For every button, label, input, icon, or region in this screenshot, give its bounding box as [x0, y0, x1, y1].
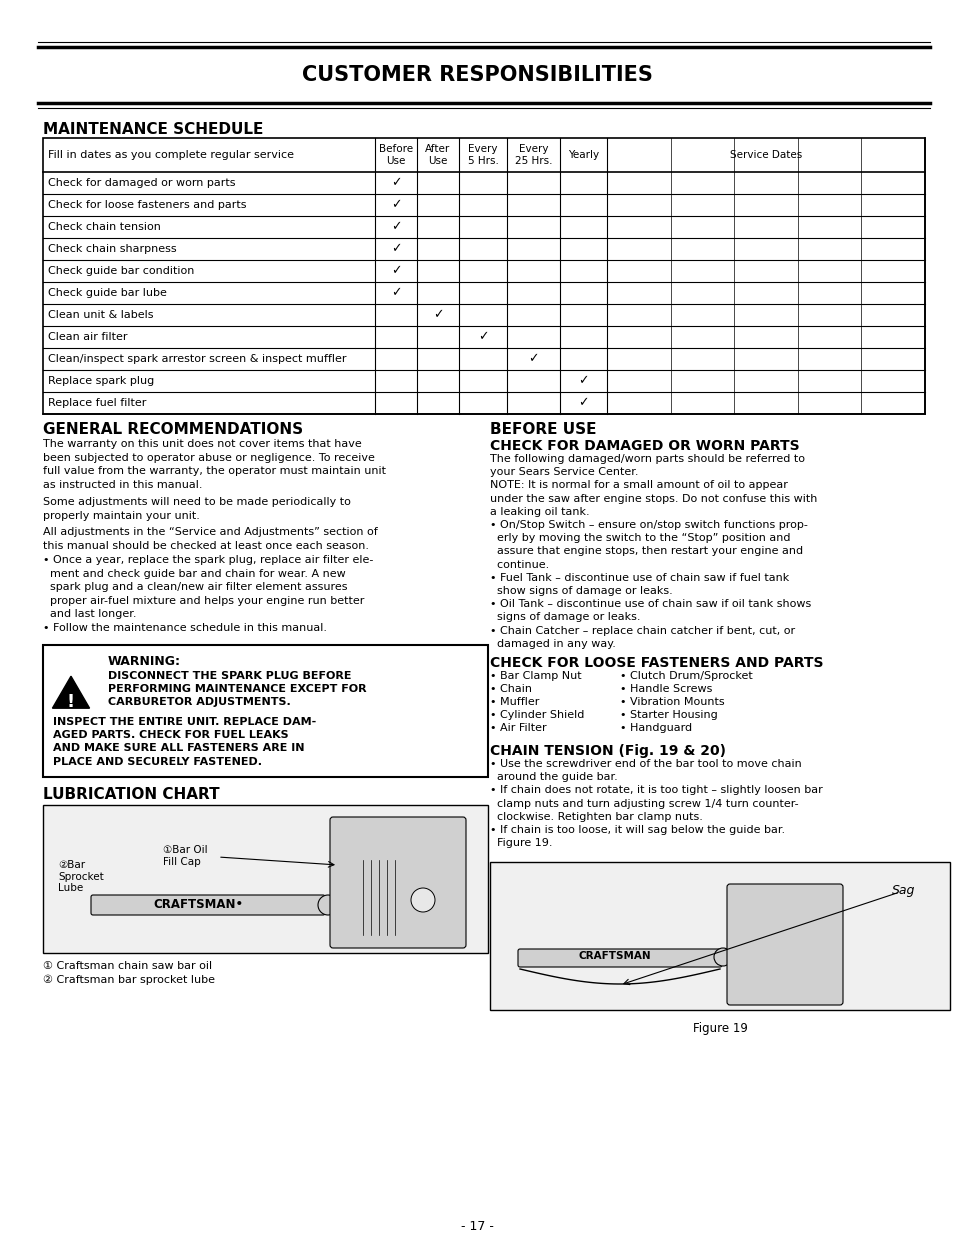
- Text: CRAFTSMAN: CRAFTSMAN: [578, 951, 651, 961]
- Text: LUBRICATION CHART: LUBRICATION CHART: [43, 787, 219, 802]
- Text: • Muffler: • Muffler: [490, 697, 538, 707]
- Text: ✓: ✓: [391, 264, 401, 278]
- Text: Sag: Sag: [891, 884, 914, 897]
- Text: • Chain: • Chain: [490, 684, 532, 694]
- Text: ✓: ✓: [578, 374, 588, 387]
- Text: Check guide bar condition: Check guide bar condition: [48, 267, 194, 276]
- FancyBboxPatch shape: [330, 817, 465, 948]
- Text: • Handle Screws: • Handle Screws: [619, 684, 712, 694]
- Text: BEFORE USE: BEFORE USE: [490, 422, 596, 437]
- Bar: [43, 805, 488, 953]
- FancyBboxPatch shape: [517, 949, 721, 967]
- Text: Check guide bar lube: Check guide bar lube: [48, 288, 167, 297]
- Bar: [43, 138, 924, 413]
- Text: • Vibration Mounts: • Vibration Mounts: [619, 697, 724, 707]
- FancyBboxPatch shape: [91, 895, 325, 914]
- Text: Figure 19: Figure 19: [692, 1022, 746, 1035]
- Ellipse shape: [713, 948, 731, 966]
- Text: All adjustments in the “Service and Adjustments” section of
this manual should b: All adjustments in the “Service and Adju…: [43, 527, 377, 550]
- Text: ② Craftsman bar sprocket lube: ② Craftsman bar sprocket lube: [43, 975, 214, 986]
- FancyBboxPatch shape: [726, 884, 842, 1004]
- Text: Fill in dates as you complete regular service: Fill in dates as you complete regular se…: [48, 151, 294, 160]
- Text: • Bar Clamp Nut: • Bar Clamp Nut: [490, 671, 581, 681]
- Text: ✓: ✓: [477, 331, 488, 343]
- Text: Clean air filter: Clean air filter: [48, 332, 128, 342]
- Text: Some adjustments will need to be made periodically to
properly maintain your uni: Some adjustments will need to be made pe…: [43, 497, 351, 521]
- Circle shape: [411, 888, 435, 912]
- Text: • Follow the maintenance schedule in this manual.: • Follow the maintenance schedule in thi…: [43, 623, 327, 633]
- Text: ✓: ✓: [578, 396, 588, 410]
- Ellipse shape: [317, 895, 337, 914]
- Text: • Handguard: • Handguard: [619, 723, 691, 733]
- Text: Clean unit & labels: Clean unit & labels: [48, 310, 153, 320]
- Text: !: !: [67, 694, 75, 711]
- Text: CHECK FOR DAMAGED OR WORN PARTS: CHECK FOR DAMAGED OR WORN PARTS: [490, 439, 799, 453]
- Text: DISCONNECT THE SPARK PLUG BEFORE
PERFORMING MAINTENANCE EXCEPT FOR
CARBURETOR AD: DISCONNECT THE SPARK PLUG BEFORE PERFORM…: [108, 671, 366, 707]
- Text: Every
25 Hrs.: Every 25 Hrs.: [515, 144, 552, 165]
- Text: Service Dates: Service Dates: [729, 151, 801, 160]
- Text: CHECK FOR LOOSE FASTENERS AND PARTS: CHECK FOR LOOSE FASTENERS AND PARTS: [490, 656, 822, 670]
- Text: Check for loose fasteners and parts: Check for loose fasteners and parts: [48, 200, 246, 210]
- Bar: [43, 645, 488, 777]
- Text: MAINTENANCE SCHEDULE: MAINTENANCE SCHEDULE: [43, 122, 263, 137]
- Text: • Use the screwdriver end of the bar tool to move chain
  around the guide bar.
: • Use the screwdriver end of the bar too…: [490, 759, 821, 848]
- Text: GENERAL RECOMMENDATIONS: GENERAL RECOMMENDATIONS: [43, 422, 303, 437]
- Text: Every
5 Hrs.: Every 5 Hrs.: [467, 144, 497, 165]
- Text: ✓: ✓: [433, 308, 443, 322]
- Text: Replace fuel filter: Replace fuel filter: [48, 399, 146, 408]
- Text: ①Bar Oil
Fill Cap: ①Bar Oil Fill Cap: [163, 845, 208, 866]
- Text: CRAFTSMAN•: CRAFTSMAN•: [152, 897, 243, 911]
- Text: • Air Filter: • Air Filter: [490, 723, 546, 733]
- Text: ✓: ✓: [528, 353, 538, 365]
- Text: WARNING:: WARNING:: [108, 655, 181, 668]
- Text: INSPECT THE ENTIRE UNIT. REPLACE DAM-
AGED PARTS. CHECK FOR FUEL LEAKS
AND MAKE : INSPECT THE ENTIRE UNIT. REPLACE DAM- AG…: [53, 717, 315, 766]
- Polygon shape: [52, 676, 90, 708]
- Text: ✓: ✓: [391, 176, 401, 190]
- Bar: [490, 863, 949, 1009]
- Text: The following damaged/worn parts should be referred to
your Sears Service Center: The following damaged/worn parts should …: [490, 454, 817, 649]
- Text: ① Craftsman chain saw bar oil: ① Craftsman chain saw bar oil: [43, 961, 212, 971]
- Text: Replace spark plug: Replace spark plug: [48, 376, 154, 386]
- Text: • Starter Housing: • Starter Housing: [619, 710, 717, 719]
- Text: The warranty on this unit does not cover items that have
been subjected to opera: The warranty on this unit does not cover…: [43, 439, 386, 490]
- Text: Clean/inspect spark arrestor screen & inspect muffler: Clean/inspect spark arrestor screen & in…: [48, 354, 346, 364]
- Text: ✓: ✓: [391, 243, 401, 255]
- Text: CHAIN TENSION (Fig. 19 & 20): CHAIN TENSION (Fig. 19 & 20): [490, 744, 725, 758]
- Text: Check for damaged or worn parts: Check for damaged or worn parts: [48, 178, 235, 188]
- Text: ✓: ✓: [391, 286, 401, 300]
- Text: Check chain sharpness: Check chain sharpness: [48, 244, 176, 254]
- Text: ✓: ✓: [391, 199, 401, 211]
- Text: • Cylinder Shield: • Cylinder Shield: [490, 710, 584, 719]
- Text: Before
Use: Before Use: [378, 144, 413, 165]
- Text: ✓: ✓: [391, 221, 401, 233]
- Text: • Once a year, replace the spark plug, replace air filter ele-
  ment and check : • Once a year, replace the spark plug, r…: [43, 555, 373, 619]
- Text: Yearly: Yearly: [567, 151, 598, 160]
- Text: Check chain tension: Check chain tension: [48, 222, 161, 232]
- Text: • Clutch Drum/Sprocket: • Clutch Drum/Sprocket: [619, 671, 752, 681]
- Text: - 17 -: - 17 -: [460, 1220, 493, 1233]
- Text: ②Bar
Sprocket
Lube: ②Bar Sprocket Lube: [58, 860, 104, 893]
- Text: After
Use: After Use: [425, 144, 450, 165]
- Text: CUSTOMER RESPONSIBILITIES: CUSTOMER RESPONSIBILITIES: [301, 65, 652, 85]
